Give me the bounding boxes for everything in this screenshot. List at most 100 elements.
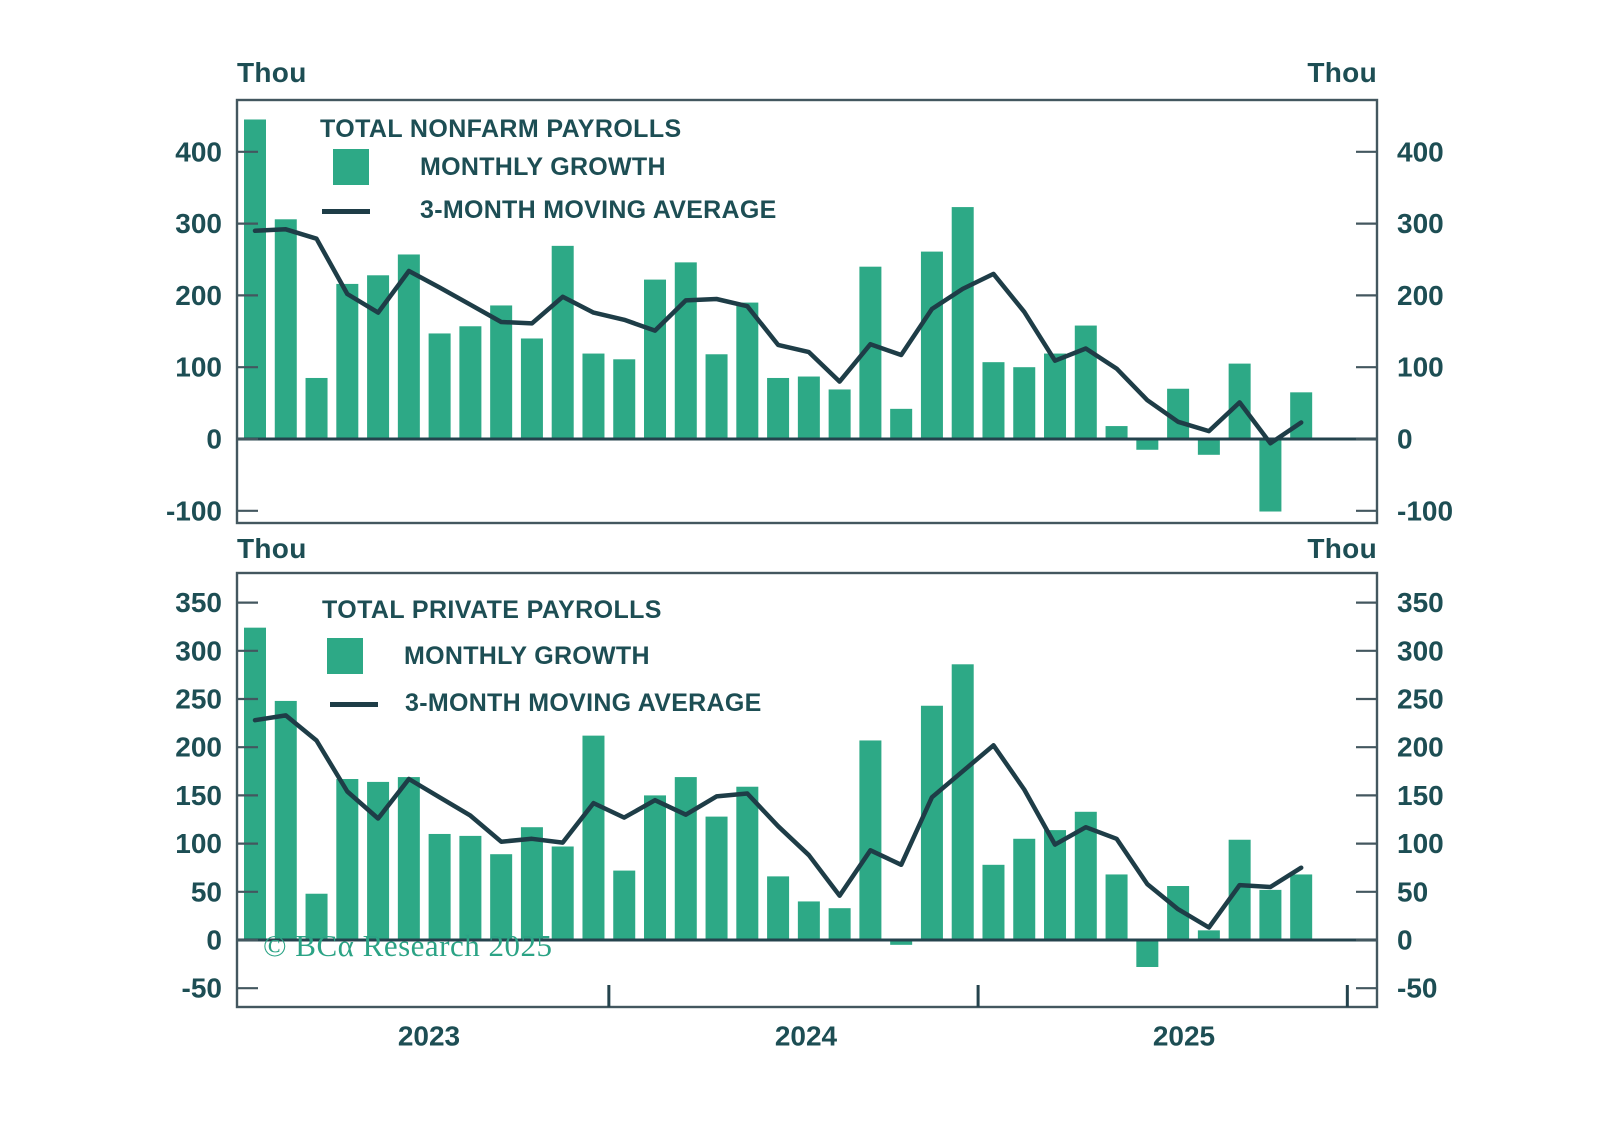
nonfarm-bar	[1259, 439, 1282, 512]
nonfarm-bar	[890, 408, 913, 439]
private-plot-border	[235, 571, 1379, 1009]
y-tick-label-right: 100	[1397, 828, 1444, 859]
private-chart-title: TOTAL PRIVATE PAYROLLS	[322, 596, 662, 624]
private-bar	[1074, 811, 1097, 940]
line-series-label: 3-MONTH MOVING AVERAGE	[405, 689, 762, 717]
year-label: 2023	[398, 1021, 460, 1052]
y-tick-label-left: 150	[175, 780, 222, 811]
private-bar	[1167, 886, 1190, 940]
nonfarm-bar	[951, 207, 974, 439]
nonfarm-plot-border	[235, 98, 1379, 525]
nonfarm-bar	[828, 389, 851, 439]
nonfarm-chart-title: TOTAL NONFARM PAYROLLS	[320, 115, 682, 143]
private-bar	[982, 864, 1005, 940]
nonfarm-bar	[1197, 439, 1220, 455]
private-bar	[920, 705, 943, 940]
y-tick-label-left: -100	[166, 495, 222, 526]
private-bar	[490, 854, 513, 940]
y-tick-label-right: 400	[1397, 136, 1444, 167]
y-tick-label-right: 0	[1397, 925, 1413, 956]
private-bar	[274, 700, 297, 940]
nonfarm-bar	[736, 302, 759, 439]
y-tick-label-right: 150	[1397, 780, 1444, 811]
nonfarm-bar	[982, 362, 1005, 439]
nonfarm-bar	[1044, 353, 1067, 439]
private-bar	[582, 735, 605, 940]
nonfarm-bar	[428, 333, 451, 439]
nonfarm-bar	[920, 251, 943, 439]
y-tick-label-left: 0	[206, 925, 222, 956]
bar-series-label: MONTHLY GROWTH	[404, 642, 650, 670]
private-bar	[1013, 838, 1036, 940]
nonfarm-bar	[613, 359, 636, 439]
y-tick-label-right: 100	[1397, 352, 1444, 383]
private-bar	[674, 777, 697, 940]
nonfarm-bar	[274, 219, 297, 439]
bar-series-label: MONTHLY GROWTH	[420, 153, 666, 181]
nonfarm-legend: TOTAL NONFARM PAYROLLS MONTHLY GROWTH 3-…	[320, 115, 840, 245]
private-bar	[551, 846, 574, 940]
nonfarm-bar	[1013, 367, 1036, 439]
private-bar	[1105, 874, 1128, 940]
y-tick-label-right: 0	[1397, 424, 1413, 455]
nonfarm-bar	[397, 254, 420, 439]
private-bar	[644, 795, 667, 940]
private-bar	[828, 908, 851, 940]
nonfarm-bar	[1167, 388, 1190, 439]
nonfarm-bar	[244, 119, 266, 440]
nonfarm-bar	[1290, 392, 1313, 439]
y-tick-label-left: 350	[175, 587, 222, 618]
private-bar	[1136, 940, 1159, 967]
private-bar	[428, 833, 451, 940]
nonfarm-bar	[644, 279, 667, 439]
private-bar	[951, 664, 974, 940]
private-legend: TOTAL PRIVATE PAYROLLS MONTHLY GROWTH 3-…	[322, 596, 842, 726]
private-bar	[736, 786, 759, 940]
y-tick-label-right: 350	[1397, 587, 1444, 618]
y-tick-label-right: -100	[1397, 495, 1453, 526]
year-label: 2024	[775, 1021, 838, 1052]
private-bar	[1197, 930, 1220, 940]
nonfarm-bar	[367, 275, 390, 439]
nonfarm-bar	[520, 338, 543, 439]
private-bar	[1259, 889, 1282, 940]
y-tick-label-right: 300	[1397, 208, 1444, 239]
private-bar	[459, 835, 482, 940]
y-tick-label-left: -50	[182, 973, 222, 1004]
private-bar	[305, 893, 328, 940]
y-tick-label-left: 100	[175, 352, 222, 383]
y-tick-label-right: 300	[1397, 635, 1444, 666]
bar-series-swatch	[333, 149, 369, 185]
private-bar	[1228, 839, 1251, 940]
nonfarm-bar	[674, 262, 697, 439]
copyright-notice: © BCα Research 2025	[263, 928, 553, 963]
private-bar	[397, 777, 420, 940]
y-tick-label-left: 50	[191, 876, 222, 907]
y-tick-label-left: 200	[175, 280, 222, 311]
nonfarm-bar	[336, 283, 359, 439]
line-series-swatch	[330, 702, 378, 707]
line-series-swatch	[322, 209, 370, 214]
nonfarm-bar	[305, 377, 328, 439]
private-bar	[767, 876, 790, 940]
private-bar	[244, 627, 266, 940]
y-tick-label-left: 300	[175, 635, 222, 666]
nonfarm-bar	[490, 305, 513, 439]
unit-label-bottom-right: Thou	[1307, 533, 1377, 564]
y-tick-label-left: 400	[175, 136, 222, 167]
nonfarm-bar	[767, 377, 790, 439]
private-bar	[797, 901, 820, 940]
unit-label-top-right: Thou	[1307, 57, 1377, 88]
y-tick-label-right: -50	[1397, 973, 1437, 1004]
private-bar	[1290, 874, 1313, 940]
bar-series-swatch	[327, 638, 363, 674]
y-tick-label-left: 200	[175, 732, 222, 763]
nonfarm-bar	[1074, 325, 1097, 439]
nonfarm-bar	[705, 354, 728, 439]
private-moving-average-line	[252, 713, 1304, 930]
nonfarm-bar	[859, 266, 882, 439]
line-series-label: 3-MONTH MOVING AVERAGE	[420, 196, 777, 224]
y-tick-label-right: 200	[1397, 732, 1444, 763]
private-bar	[613, 870, 636, 940]
